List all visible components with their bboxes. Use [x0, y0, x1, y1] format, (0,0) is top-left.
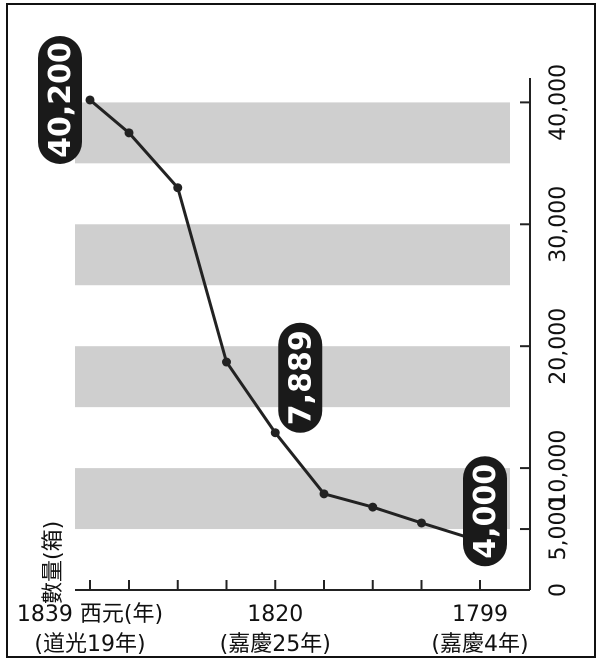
data-label: 7,889	[278, 322, 323, 433]
grid-band	[75, 102, 510, 164]
x-tick-year: 1839 西元(年)	[17, 602, 163, 627]
grid-band	[75, 224, 510, 286]
x-tick-label-group: 1799 (嘉慶4年)	[431, 602, 528, 657]
data-label-bubble	[38, 35, 82, 164]
data-point	[368, 502, 378, 512]
data-label-bubble	[463, 456, 507, 567]
data-point	[85, 95, 95, 105]
data-label: 4,000	[463, 456, 507, 567]
data-label: 40,200	[38, 35, 82, 164]
data-point	[270, 428, 280, 438]
x-tick-year: 1799	[452, 602, 508, 627]
x-ticks: 1799 (嘉慶4年) 1820 (嘉慶25年) 1839 西元(年) (道光19年)	[17, 580, 529, 657]
y-tick-label: 0	[546, 583, 571, 597]
x-tick-era: (嘉慶25年)	[220, 632, 331, 657]
data-point	[173, 183, 183, 193]
data-label-bubble	[278, 322, 323, 433]
x-tick-era: (嘉慶4年)	[431, 632, 528, 657]
data-labels: 4,000 7,889 40,200	[38, 35, 507, 567]
x-tick-year: 1820	[247, 602, 303, 627]
data-point	[417, 518, 426, 528]
data-label-text: 7,889	[283, 330, 318, 425]
y-tick-label: 40,000	[546, 64, 571, 141]
x-tick-label-group: 1839 西元(年) (道光19年)	[17, 602, 163, 657]
y-axis-title: 數量(箱)	[41, 521, 66, 604]
y-tick-label: 5,000	[546, 498, 571, 561]
y-tick-label: 20,000	[546, 308, 571, 385]
y-tick-label: 30,000	[546, 186, 571, 263]
data-point	[124, 128, 134, 138]
grid-band	[75, 468, 510, 530]
data-point	[222, 357, 231, 367]
x-tick-era: (道光19年)	[34, 632, 145, 657]
x-tick-label-group: 1820 (嘉慶25年)	[220, 602, 331, 657]
data-label-text: 40,200	[43, 42, 78, 158]
data-point	[319, 489, 329, 499]
y-tick-label: 10,000	[546, 430, 571, 507]
data-label-text: 4,000	[468, 464, 503, 559]
